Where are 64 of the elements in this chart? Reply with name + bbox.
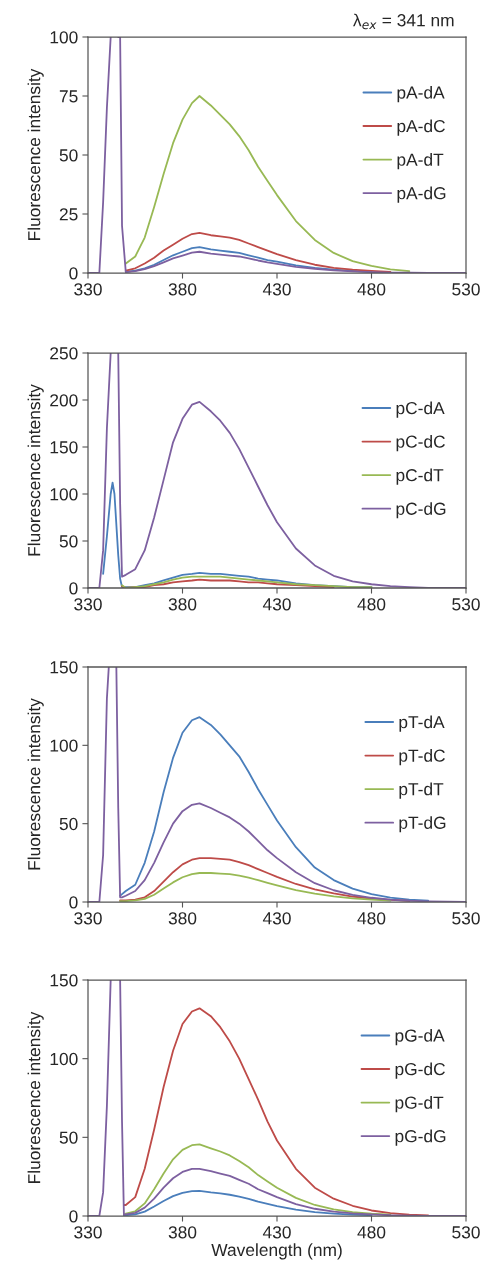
legend-label: pT-dT — [399, 782, 444, 799]
y-tick-label: 150 — [50, 661, 78, 674]
x-tick-label: 380 — [168, 912, 197, 925]
x-tick-label: 430 — [262, 598, 291, 611]
y-tick-label: 0 — [69, 267, 78, 280]
y-tick-label: 50 — [59, 1131, 78, 1144]
y-tick-label: 100 — [50, 488, 78, 501]
y-tick-label: 100 — [50, 31, 78, 44]
x-axis-title: Wavelength (nm) — [211, 1243, 342, 1260]
y-tick-label: 150 — [50, 974, 78, 987]
x-tick-label: 430 — [262, 283, 291, 296]
legend-label: pT-dC — [399, 749, 445, 766]
legend-label: pT-dG — [399, 816, 446, 833]
y-axis-title: Fluorescence intensity — [27, 68, 44, 240]
x-tick-label: 530 — [452, 283, 480, 296]
x-tick-label: 530 — [452, 1226, 480, 1239]
line-series — [119, 872, 392, 902]
x-tick-label: 330 — [74, 912, 102, 925]
y-tick-label: 50 — [59, 817, 78, 831]
y-axis-title: Fluorescence intensity — [27, 384, 44, 556]
legend-label: pC-dT — [396, 468, 444, 485]
legend-label: pG-dG — [395, 1129, 446, 1146]
x-tick-label: 480 — [357, 598, 386, 611]
x-tick-label: 330 — [74, 283, 102, 296]
y-tick-label: 0 — [69, 1210, 78, 1223]
legend-label: pC-dC — [396, 435, 445, 452]
x-tick-label: 480 — [357, 283, 386, 296]
x-tick-label: 530 — [452, 598, 480, 611]
x-tick-label: 330 — [74, 598, 102, 611]
legend-label: pG-dA — [395, 1028, 445, 1046]
y-tick-label: 200 — [50, 394, 78, 407]
legend-label: pA-dT — [397, 153, 444, 170]
y-tick-label: 0 — [69, 582, 78, 595]
x-tick-label: 480 — [357, 1226, 386, 1239]
legend-label: pG-dC — [395, 1062, 445, 1079]
x-tick-label: 480 — [357, 912, 386, 925]
line-series — [124, 231, 392, 273]
x-tick-label: 380 — [168, 1226, 197, 1239]
x-tick-label: 380 — [168, 283, 197, 296]
y-tick-label: 50 — [59, 535, 78, 548]
legend-label: pA-dC — [397, 119, 445, 136]
legend-label: pA-dG — [397, 186, 446, 203]
x-tick-label: 330 — [74, 1226, 102, 1239]
y-tick-label: 0 — [69, 896, 78, 909]
x-tick-label: 380 — [168, 598, 197, 611]
legend-label: pC-dA — [396, 401, 445, 418]
legend-label: pA-dA — [397, 85, 445, 103]
y-tick-label: 100 — [50, 1052, 78, 1066]
x-tick-label: 430 — [262, 1226, 291, 1239]
legend-label: pG-dT — [395, 1096, 444, 1113]
y-tick-label: 250 — [50, 347, 78, 360]
y-tick-label: 25 — [59, 208, 78, 221]
legend-label: pC-dG — [396, 502, 446, 519]
y-tick-label: 100 — [50, 739, 78, 752]
y-tick-label: 50 — [59, 149, 78, 162]
text: λ$_{ex}$ = 341 nm — [353, 13, 454, 30]
x-tick-label: 530 — [452, 912, 480, 925]
legend-label: pT-dA — [399, 715, 445, 732]
y-tick-label: 75 — [59, 90, 78, 103]
x-tick-label: 430 — [262, 912, 291, 925]
y-tick-label: 150 — [50, 441, 78, 454]
y-axis-title: Fluorescence intensity — [27, 698, 44, 870]
line-series — [121, 575, 373, 588]
y-axis-title: Fluorescence intensity — [27, 1011, 44, 1183]
